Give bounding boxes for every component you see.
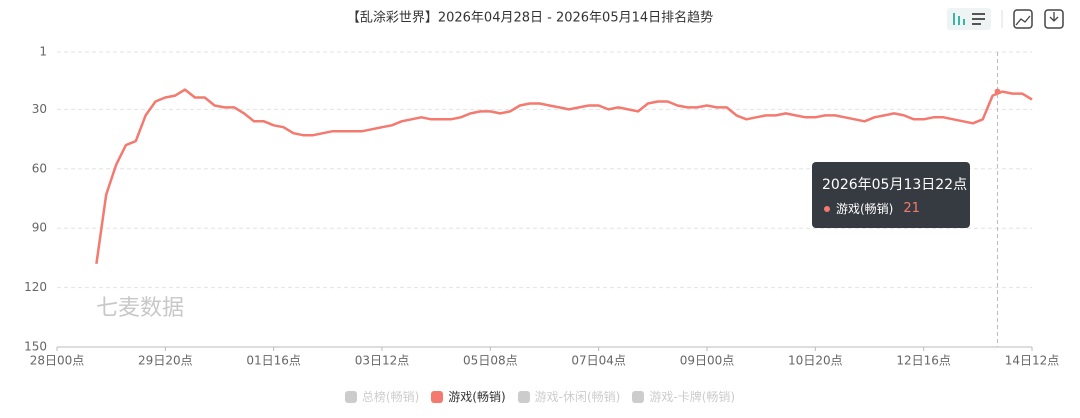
tooltip-dot — [824, 205, 830, 212]
download[interactable] — [1044, 9, 1064, 29]
legend-label: 游戏(畅销) — [448, 390, 506, 404]
legend-label: 总榜(畅销) — [361, 390, 420, 404]
legend-item[interactable]: 游戏-休闲(畅销) — [517, 388, 621, 405]
tooltip-value: 21 — [903, 201, 920, 216]
legend-item[interactable]: 总榜(畅销) — [344, 388, 420, 405]
legend-swatch — [517, 390, 530, 403]
tooltip-row: 游戏(畅销) 21 — [824, 200, 920, 217]
y-tick-label: 150 — [24, 340, 47, 354]
x-tick-label: 07日04点 — [571, 354, 626, 368]
save-image[interactable] — [1013, 9, 1033, 29]
y-tick-label: 90 — [32, 221, 47, 235]
x-tick-label: 28日00点 — [30, 354, 85, 368]
series-line — [95, 88, 1033, 264]
x-tick-label: 03日12点 — [355, 354, 410, 368]
chart-title: 【乱涂彩世界】2026年04月28日 - 2026年05月14日排名趋势 — [347, 10, 713, 26]
tooltip: 2026年05月13日22点 游戏(畅销) 21 — [812, 162, 970, 228]
legend: 总榜(畅销) 游戏(畅销) 游戏-休闲(畅销) 游戏-卡牌(畅销) — [0, 388, 1080, 405]
toolbar — [947, 8, 1064, 30]
tooltip-title: 2026年05月13日22点 — [822, 177, 968, 193]
y-tick-label: 30 — [32, 102, 47, 116]
legend-item[interactable]: 游戏(畅销) — [431, 388, 506, 405]
legend-label: 游戏-休闲(畅销) — [534, 390, 621, 404]
x-tick-label: 10日20点 — [788, 354, 843, 368]
x-tick-label: 12日16点 — [896, 354, 951, 368]
y-tick-label: 60 — [32, 161, 47, 175]
x-tick-label: 14日12点 — [1005, 354, 1060, 368]
x-tick-label: 05日08点 — [463, 354, 518, 368]
legend-swatch — [344, 390, 357, 403]
tooltip-series: 游戏(畅销) — [836, 202, 894, 216]
legend-swatch — [632, 390, 645, 403]
x-tick-label: 09日00点 — [680, 354, 735, 368]
y-tick-label: 1 — [39, 45, 47, 59]
y-tick-label: 120 — [24, 280, 47, 294]
legend-label: 游戏-卡牌(畅销) — [649, 390, 736, 404]
watermark: 七麦数据 — [96, 296, 184, 321]
legend-swatch — [431, 390, 444, 403]
legend-item[interactable]: 游戏-卡牌(畅销) — [632, 388, 735, 405]
x-tick-label: 01日16点 — [246, 354, 301, 368]
x-tick-label: 29日20点 — [138, 354, 193, 368]
tooltip-point — [994, 88, 1001, 95]
